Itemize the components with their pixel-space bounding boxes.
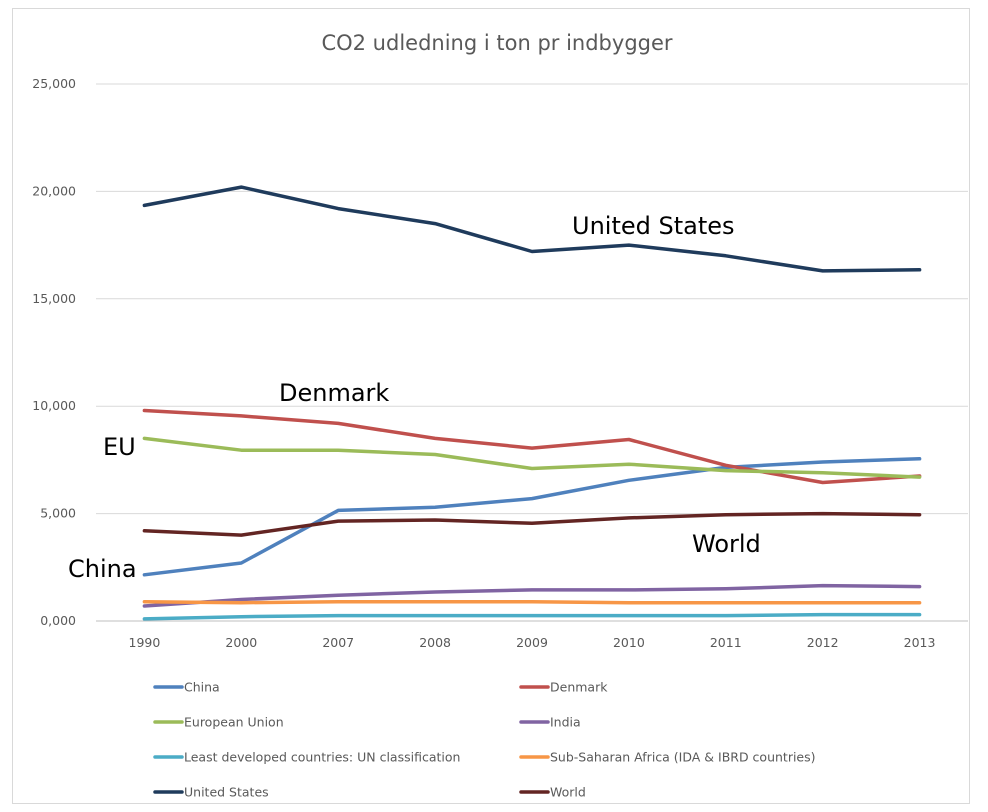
annotation-world: World (692, 530, 761, 558)
legend-label: Sub-Saharan Africa (IDA & IBRD countries… (550, 750, 816, 765)
x-axis-ticks: 1990 2000 2007 2008 2009 2010 2011 2012 2013 (129, 635, 936, 650)
y-tick-label: 5,000 (40, 506, 76, 521)
gridlines (96, 83, 968, 622)
y-tick-label: 20,000 (32, 183, 76, 198)
series-line-denmark (142, 408, 922, 485)
legend-label: India (550, 715, 581, 730)
legend-item-world: World (519, 785, 586, 800)
legend-label: United States (184, 785, 269, 800)
x-tick-label: 2010 (613, 635, 645, 650)
legend-item-denmark: Denmark (519, 680, 608, 695)
x-tick-label: 2009 (516, 635, 548, 650)
x-tick-label: 2008 (419, 635, 451, 650)
legend-label: European Union (184, 715, 284, 730)
x-tick-label: 2000 (225, 635, 257, 650)
legend: China Denmark European Union India Least dev… (153, 680, 816, 800)
legend-item-india: India (519, 715, 581, 730)
y-tick-label: 25,000 (32, 76, 76, 91)
annotation-united-states: United States (572, 212, 735, 240)
series-line-india (142, 583, 922, 608)
series-line-world (142, 511, 922, 537)
x-tick-label: 2007 (322, 635, 354, 650)
annotation-eu: EU (103, 433, 136, 461)
legend-item-sub-saharan-africa-ida-ibrd-countries: Sub-Saharan Africa (IDA & IBRD countries… (519, 750, 816, 765)
chart-title: CO2 udledning i ton pr indbygger (321, 31, 672, 55)
y-axis-ticks: 0,000 5,000 10,000 15,000 20,000 25,000 (32, 76, 76, 628)
x-tick-label: 2011 (710, 635, 742, 650)
x-tick-label: 2012 (807, 635, 839, 650)
legend-item-united-states: United States (153, 785, 269, 800)
series-line-united-states (142, 185, 922, 273)
series-line-least-developed-countries-un-classification (142, 612, 922, 621)
legend-label: Denmark (550, 680, 608, 695)
x-tick-label: 1990 (129, 635, 161, 650)
annotation-denmark: Denmark (279, 379, 389, 407)
legend-item-least-developed-countries-un-classification: Least developed countries: UN classifica… (153, 750, 460, 765)
legend-item-european-union: European Union (153, 715, 284, 730)
legend-label: Least developed countries: UN classifica… (184, 750, 460, 765)
annotations: United States Denmark EU China World (68, 212, 761, 583)
x-tick-label: 2013 (904, 635, 936, 650)
legend-item-china: China (153, 680, 220, 695)
series-line-sub-saharan-africa-ida-ibrd-countries (142, 599, 922, 605)
series-line-european-union (142, 436, 922, 479)
y-tick-label: 15,000 (32, 291, 76, 306)
y-tick-label: 10,000 (32, 398, 76, 413)
y-tick-label: 0,000 (40, 613, 76, 628)
legend-label: World (550, 785, 586, 800)
series-lines (142, 185, 922, 621)
legend-label: China (184, 680, 220, 695)
series-line-china (142, 457, 922, 577)
annotation-china: China (68, 555, 137, 583)
